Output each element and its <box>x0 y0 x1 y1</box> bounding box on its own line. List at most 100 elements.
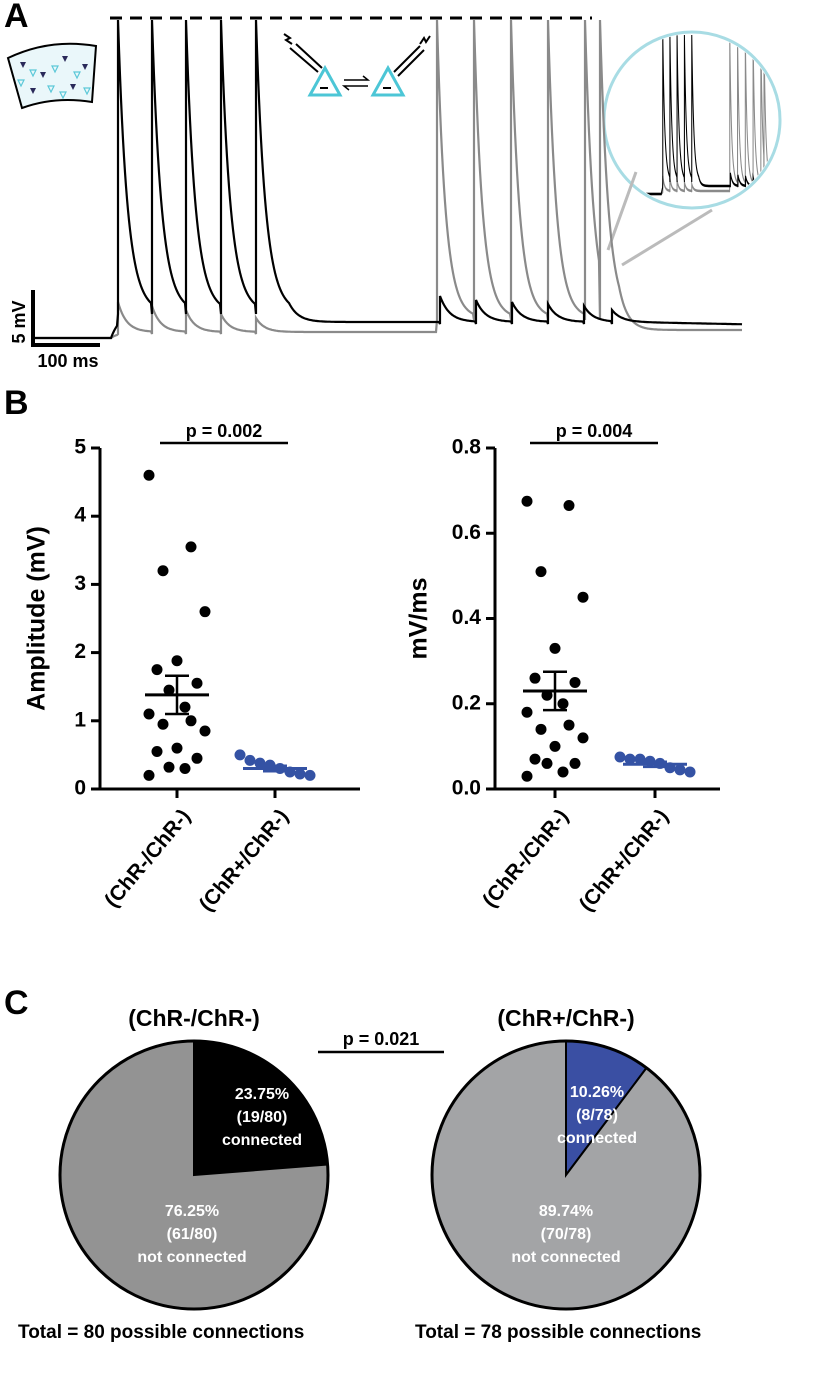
data-point <box>529 672 541 684</box>
data-point <box>143 708 155 720</box>
y-tick-label: 5 <box>74 436 86 459</box>
data-point <box>199 606 211 618</box>
data-point <box>185 541 197 553</box>
data-point <box>535 723 547 735</box>
data-point <box>521 706 533 718</box>
data-point <box>171 655 183 667</box>
data-point <box>684 766 696 778</box>
data-point <box>549 642 561 654</box>
data-point <box>157 565 169 577</box>
data-point <box>294 768 306 780</box>
data-point <box>569 757 581 769</box>
slice-category-label: not connected <box>137 1249 246 1266</box>
data-point <box>577 591 589 603</box>
slice-value-label: 89.74% <box>539 1203 593 1220</box>
data-point <box>171 742 183 754</box>
data-point <box>541 689 553 701</box>
pie-outline <box>430 1039 702 1311</box>
footer: Total = 80 possible connections <box>18 1322 304 1343</box>
data-point <box>521 495 533 507</box>
data-point <box>521 770 533 782</box>
data-point <box>624 753 636 765</box>
annotation: p = 0.004 <box>556 421 633 441</box>
data-point <box>234 749 246 761</box>
data-point <box>634 753 646 765</box>
data-point <box>151 664 163 676</box>
panel-label: B <box>4 384 29 422</box>
data-point <box>254 757 266 769</box>
slice-value-label: 10.26% <box>570 1084 624 1101</box>
x-tick-label: (ChR+/ChR-) <box>195 805 293 916</box>
pie-title: (ChR-/ChR-) <box>128 1005 260 1031</box>
data-point <box>157 718 169 730</box>
y-tick-label: 0 <box>74 777 86 800</box>
y-tick-label: 0.2 <box>452 691 481 714</box>
y-tick-label: 2 <box>74 640 86 663</box>
slice-category-label: connected <box>557 1130 637 1147</box>
slice-icon <box>6 42 98 110</box>
slice-category-label: connected <box>222 1132 302 1149</box>
y-axis-label: mV/ms <box>405 578 433 660</box>
y-tick-label: 4 <box>74 504 86 527</box>
data-point <box>674 764 686 776</box>
data-point <box>244 754 256 766</box>
data-point <box>569 676 581 688</box>
slice-count-label: (19/80) <box>237 1109 288 1126</box>
data-point <box>179 763 191 775</box>
data-point <box>541 757 553 769</box>
data-point <box>163 761 175 773</box>
data-point <box>191 677 203 689</box>
data-point <box>163 684 175 696</box>
x-tick-label: (ChR-/ChR-) <box>478 805 573 912</box>
data-point <box>304 769 316 781</box>
data-point <box>143 469 155 481</box>
panel-label: A <box>4 0 29 35</box>
data-point <box>535 566 547 578</box>
traces <box>35 19 743 340</box>
data-point <box>614 751 626 763</box>
data-point <box>563 500 575 512</box>
panel-label: C <box>4 984 29 1022</box>
data-point <box>557 698 569 710</box>
data-point <box>151 745 163 757</box>
x-tick-label: (ChR+/ChR-) <box>575 805 673 916</box>
pie-title: (ChR+/ChR-) <box>497 1005 634 1031</box>
y-tick-label: 3 <box>74 572 86 595</box>
pie-outline <box>58 1039 330 1311</box>
y-axis-label: Amplitude (mV) <box>23 526 51 711</box>
data-point <box>143 769 155 781</box>
data-point <box>179 701 191 713</box>
black-trace <box>35 19 743 340</box>
y-tick-label: 0.0 <box>452 777 481 800</box>
data-point <box>185 715 197 727</box>
neuron-icons <box>283 33 431 97</box>
slice-count-label: (70/78) <box>541 1226 592 1243</box>
slice-count-label: (8/78) <box>576 1107 618 1124</box>
data-point <box>549 740 561 752</box>
data-point <box>557 766 569 778</box>
footer: Total = 78 possible connections <box>415 1322 701 1343</box>
scale-bar <box>31 290 100 347</box>
scale-bar-y-label: 5 mV <box>9 300 29 343</box>
inset-traces <box>645 34 778 196</box>
slice-category-label: not connected <box>511 1249 620 1266</box>
annotation: p = 0.002 <box>186 421 263 441</box>
annotation: p = 0.021 <box>343 1029 420 1049</box>
y-tick-label: 0.6 <box>452 521 481 544</box>
y-tick-label: 0.4 <box>452 606 482 629</box>
data-point <box>577 732 589 744</box>
pie-slice <box>193 1039 329 1177</box>
slice-value-label: 76.25% <box>165 1203 219 1220</box>
y-tick-label: 0.8 <box>452 436 482 459</box>
x-tick-label: (ChR-/ChR-) <box>100 805 195 912</box>
data-point <box>563 719 575 731</box>
data-point <box>529 753 541 765</box>
slice-value-label: 23.75% <box>235 1086 289 1103</box>
scale-bar-x-label: 100 ms <box>37 351 98 371</box>
data-point <box>199 725 211 737</box>
inset-pointer <box>621 208 713 267</box>
inset-pointer <box>606 171 638 251</box>
data-point <box>191 752 203 764</box>
y-tick-label: 1 <box>74 708 86 731</box>
